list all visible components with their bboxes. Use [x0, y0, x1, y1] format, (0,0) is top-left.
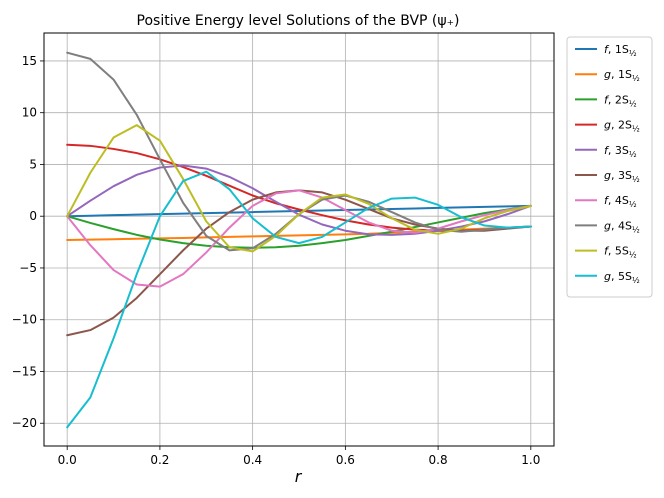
x-tick-label: 0.6	[336, 453, 355, 467]
chart-title: Positive Energy level Solutions of the B…	[137, 13, 460, 29]
x-tick-label: 0.8	[429, 453, 448, 467]
legend-label-3: f, 2S½	[604, 93, 637, 108]
y-tick-label: 15	[22, 54, 37, 68]
y-tick-label: 0	[29, 209, 37, 223]
legend-frame	[566, 36, 653, 298]
legend-label-4: g, 2S½	[604, 119, 640, 134]
legend-label-10: g, 5S½	[604, 270, 640, 285]
series-line-1	[66, 204, 532, 218]
axes-frame	[43, 32, 555, 447]
series-line-7	[66, 189, 532, 288]
legend-label-9: f, 5S½	[604, 245, 637, 260]
y-tick-label: −5	[19, 261, 37, 275]
x-tick-label: 0.0	[58, 453, 77, 467]
y-tick-label: −10	[12, 313, 37, 327]
legend-label-2: g, 1S½	[604, 68, 640, 83]
legend: f, 1S½ g, 1S½ f, 2S½ g, 2S½ f, 3S½ g, 3S½ f, 4…	[566, 36, 653, 298]
x-tick-label: 1.0	[521, 453, 540, 467]
legend-label-5: f, 3S½	[604, 144, 637, 159]
x-axis-label: r	[295, 467, 303, 486]
series-line-3	[66, 204, 532, 249]
legend-label-1: f, 1S½	[604, 43, 637, 58]
legend-label-6: g, 3S½	[604, 169, 640, 184]
plot-area: 0.0 0.2 0.4 0.6 0.8 1.0 −20 −15 −10 −5 0 5 10 15	[12, 32, 555, 467]
y-tick-label: 5	[29, 157, 37, 171]
y-tick-label: −20	[12, 416, 37, 430]
legend-label-8: g, 4S½	[604, 219, 640, 234]
series-line-10	[66, 170, 532, 429]
y-tick-label: −15	[12, 364, 37, 378]
x-tick-label: 0.2	[150, 453, 169, 467]
y-tick-label: 10	[22, 106, 37, 120]
x-tick-label: 0.4	[243, 453, 262, 467]
legend-label-7: f, 4S½	[604, 194, 637, 209]
series-line-9	[66, 124, 532, 253]
